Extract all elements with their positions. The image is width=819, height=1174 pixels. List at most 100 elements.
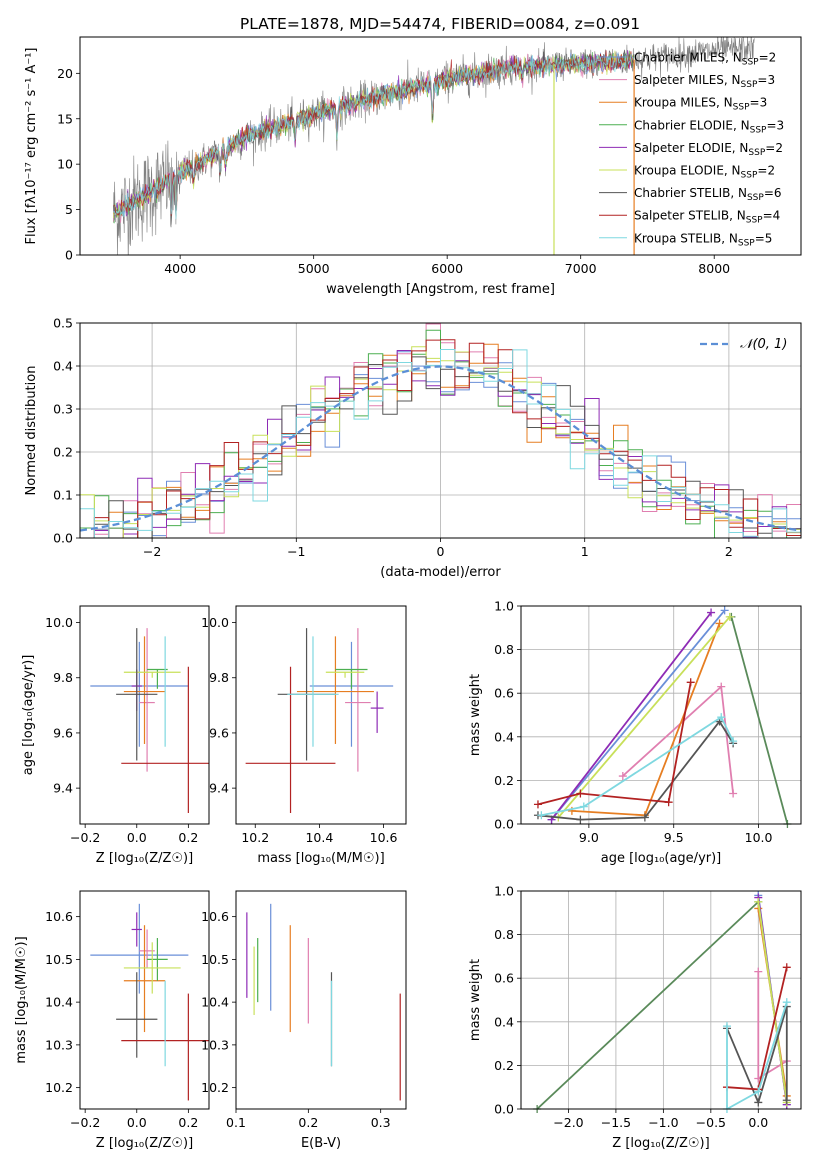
residual_hist-axes: −2 −1 0 1 2 0.0 0.1 0.2 0.3 0.4 0.5 (data-model)/er… [24,316,801,580]
mass-weight-marker [754,1098,763,1107]
x-tick-label: −0.5 [696,1115,726,1130]
figure-title: PLATE=1878, MJD=54474, FIBERID=0084, z=0… [240,15,640,33]
mass-weight-marker [782,1096,791,1105]
y-tick-label: 0.8 [494,927,514,942]
x-tick-label: −2 [143,544,161,559]
y-tick-label: 10.2 [201,1080,229,1095]
x-tick-label: 0.0 [127,1115,147,1130]
y-tick-label: 1.0 [494,599,514,614]
y-tick-label: 0.8 [494,642,514,657]
legend-value: =3 [750,96,768,110]
mass-weight-marker [782,963,791,972]
y-tick-label: 0.2 [53,445,73,460]
mass-weight-marker [533,800,542,809]
legend-value: =2 [759,51,777,65]
mass_weight_vs_Z-frame [520,890,802,1110]
y-tick-label: 0.4 [53,359,73,374]
mass-weight-marker [754,967,763,976]
mass-weight-marker [576,815,585,824]
y-tick-label: 0.0 [494,817,514,832]
mass-weight-marker [754,1087,763,1096]
legend-sub: SSP [741,80,758,90]
legend-value: =2 [757,164,775,178]
x-axis-label: (data-model)/error [380,565,501,580]
mass-weight-marker [640,813,649,822]
mass-weight-series [726,1006,788,1106]
age_vs_mass-frame [235,605,407,825]
spectrum-axes: 4000 5000 6000 7000 8000 0 5 10 15 20 wavelength [… [24,48,730,298]
y-tick-label: 20 [57,66,73,81]
legend-sub: SSP [747,193,764,203]
x-tick-label: 4000 [164,261,196,276]
mass_vs_Z-axes: −0.2 0.0 0.2 10.2 10.3 10.4 10.5 10.6 Z [log₁₀(Z… [14,909,198,1151]
x-axis-label: Z [log₁₀(Z/Z☉)] [96,851,193,866]
y-tick-label: 0.6 [494,686,514,701]
y-tick-label: 10.6 [45,909,73,924]
mass-weight-marker [664,798,673,807]
mass_vs_ebv-frame [235,890,407,1110]
x-tick-label: 10.2 [241,830,269,845]
y-tick-label: 1.0 [494,884,514,899]
legend-label: Chabrier STELIB, NSSP=6 [634,186,782,203]
mass_weight_vs_age-axes: 9.0 9.5 10.0 0.0 0.2 0.4 0.6 0.8 1.0 age [log₁₀(a… [468,599,801,866]
x-tick-label: 8000 [698,261,730,276]
x-axis-label: Z [log₁₀(Z/Z☉)] [612,1136,709,1151]
y-tick-label: 10 [57,157,73,172]
legend-value: =4 [763,209,781,223]
legend-value: =6 [764,186,782,200]
x-tick-label: −1.5 [601,1115,631,1130]
x-tick-label: 0.3 [371,1115,391,1130]
mass-weight-marker [618,772,627,781]
mass-weight-marker [537,811,546,820]
mass-weight-marker [686,678,695,687]
mass-weight-marker [717,682,726,691]
y-tick-label: 10.2 [45,1080,73,1095]
mass-weight-series [726,1001,788,1109]
y-tick-label: 9.8 [53,670,73,685]
y-tick-label: 0.6 [494,971,514,986]
y-axis-label: mass weight [468,959,483,1041]
x-tick-label: −1.0 [648,1115,678,1130]
histogram-series [80,339,801,538]
y-tick-label: 10.5 [201,952,229,967]
legend-label: Kroupa MILES, NSSP=3 [634,96,767,113]
legend-label: Chabrier ELODIE, NSSP=3 [634,118,784,135]
mass_weight_vs_Z-axes: −2.0 −1.5 −1.0 −0.5 0.0 0.0 0.2 0.4 0.6 0.8 1.0 Z [… [468,884,801,1151]
mass-weight-marker [707,608,716,617]
legend-sub: SSP [741,171,758,181]
y-tick-label: 0.3 [53,402,73,417]
mass-weight-marker [754,897,763,906]
spectrum-model-line [113,53,635,220]
y-tick-label: 0.4 [494,729,514,744]
y-tick-label: 0.5 [53,316,73,331]
x-tick-label: 0.0 [748,1115,768,1130]
x-tick-label: −0.2 [70,1115,100,1130]
x-tick-label: 10.4 [305,830,333,845]
y-tick-label: 10.4 [201,995,229,1010]
legend-value: =3 [757,73,775,87]
y-axis-label: age [log₁₀(age/yr)] [21,655,36,776]
legend-label: Chabrier MILES, NSSP=2 [634,51,776,68]
legend-value: =2 [765,141,783,155]
mass-weight-marker [722,1022,731,1031]
x-tick-label: 0.0 [127,830,147,845]
mass-weight-series [757,901,788,1103]
histogram-series [80,350,801,538]
mass-weight-series [571,623,721,817]
mass-weight-series [537,682,692,806]
y-tick-label: 9.6 [209,725,229,740]
gaussian-curve [80,365,801,532]
legend-sub: SSP [746,216,763,226]
y-tick-label: 9.8 [209,670,229,685]
y-axis-label: mass [log₁₀(M/M☉)] [14,936,29,1063]
mass-weight-series [550,611,712,821]
x-tick-label: 7000 [565,261,597,276]
age_vs_Z-frame [79,605,210,825]
age_vs_mass-axes: 10.2 10.4 10.6 9.4 9.6 9.8 10.0 mass [log₁₀(M/M… [201,615,397,866]
mass-weight-marker [725,612,734,621]
legend-label: Salpeter MILES, NSSP=3 [634,73,775,90]
x-axis-label: Z [log₁₀(Z/Z☉)] [96,1136,193,1151]
legend-label: 𝒩(0, 1) [740,337,787,352]
mass_weight_vs_age-frame [520,605,802,825]
y-tick-label: 9.6 [53,725,73,740]
